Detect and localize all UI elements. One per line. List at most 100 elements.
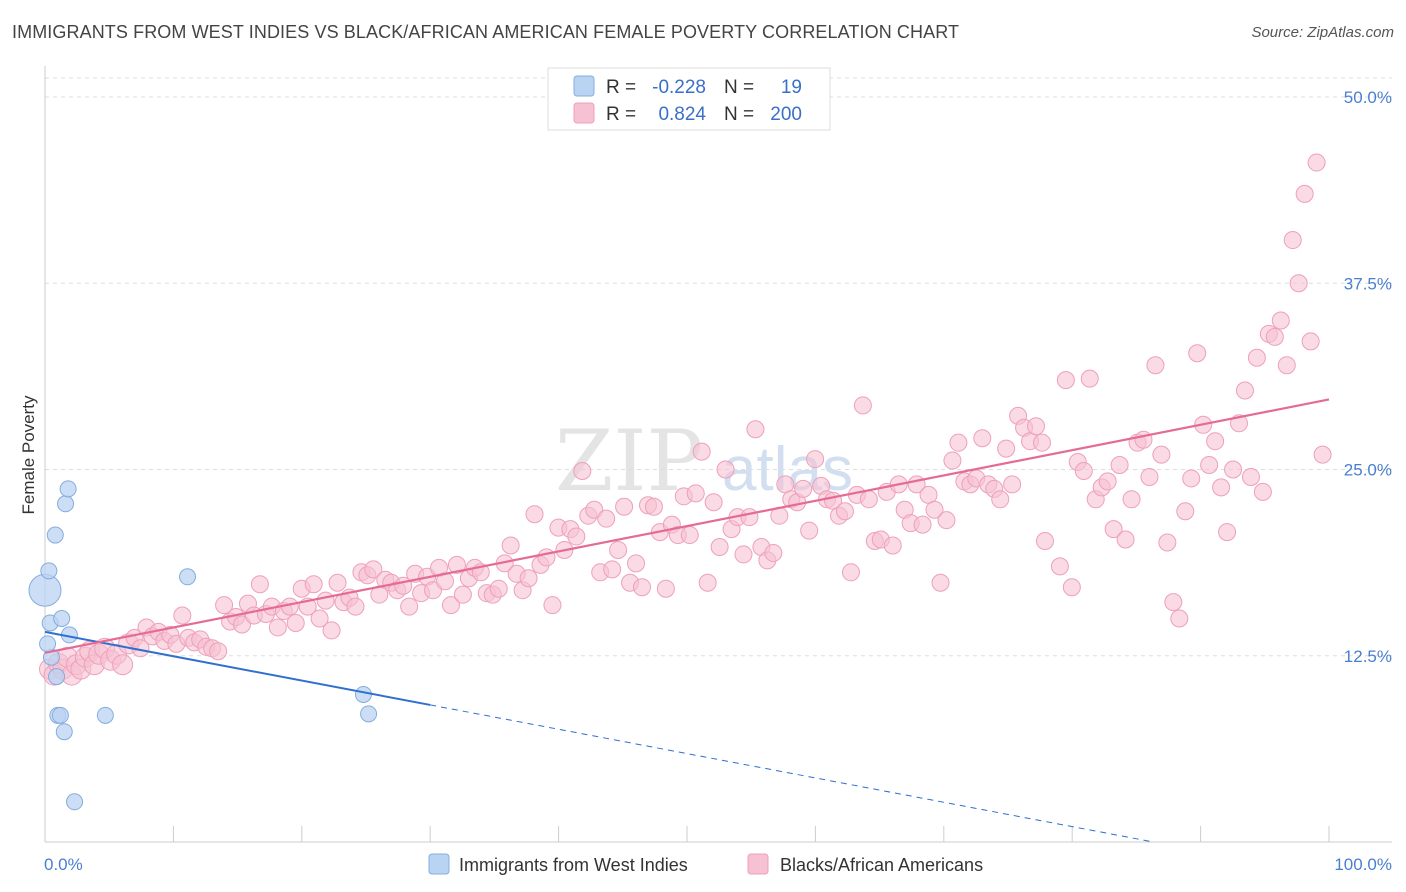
data-point-black-african bbox=[841, 563, 860, 582]
data-point-black-african bbox=[644, 497, 663, 516]
data-point-black-african bbox=[1289, 274, 1308, 293]
data-point-black-african bbox=[209, 642, 228, 661]
y-tick-label: 25.0% bbox=[1344, 461, 1392, 480]
data-point-black-african bbox=[800, 521, 819, 540]
data-point-black-african bbox=[1295, 184, 1314, 203]
stats-r-label-2: R = bbox=[606, 104, 636, 125]
data-point-black-african bbox=[704, 493, 723, 512]
data-point-black-african bbox=[1098, 472, 1117, 491]
data-point-black-african bbox=[328, 573, 347, 592]
data-point-black-african bbox=[519, 569, 538, 588]
data-point-black-african bbox=[1110, 456, 1129, 475]
trend-line-black-african bbox=[44, 398, 1330, 654]
data-point-black-african bbox=[1265, 327, 1284, 346]
grid-lines bbox=[45, 77, 1392, 657]
data-point-black-african bbox=[489, 579, 508, 598]
data-point-black-african bbox=[1283, 231, 1302, 250]
data-point-black-african bbox=[537, 548, 556, 567]
data-point-black-african bbox=[1247, 348, 1266, 367]
data-point-black-african bbox=[1146, 356, 1165, 375]
data-point-west-indies bbox=[354, 685, 372, 703]
stats-r-value-2: 0.824 bbox=[658, 104, 706, 125]
data-point-black-african bbox=[1188, 344, 1207, 363]
data-point-black-african bbox=[1253, 482, 1272, 501]
y-tick-label: 12.5% bbox=[1344, 647, 1392, 666]
stats-n-label-1: N = bbox=[724, 77, 754, 98]
data-point-black-african bbox=[883, 536, 902, 555]
y-tick-labels: 12.5% 25.0% 37.5% 50.0% bbox=[1344, 88, 1392, 666]
data-point-black-african bbox=[1050, 557, 1069, 576]
data-point-west-indies bbox=[46, 526, 64, 544]
data-point-black-african bbox=[716, 460, 735, 479]
stats-r-value-1: -0.228 bbox=[652, 77, 706, 98]
data-point-black-african bbox=[424, 581, 443, 600]
x-tick-label: 100.0% bbox=[1334, 855, 1392, 874]
data-point-black-african bbox=[173, 606, 192, 625]
y-axis-label: Female Poverty bbox=[19, 395, 38, 515]
data-point-black-african bbox=[1241, 467, 1260, 486]
data-point-black-african bbox=[609, 540, 628, 559]
data-point-black-african bbox=[1277, 356, 1296, 375]
data-point-black-african bbox=[633, 578, 651, 597]
data-point-black-african bbox=[1212, 478, 1231, 497]
stats-legend-box bbox=[547, 67, 831, 131]
data-point-black-african bbox=[1301, 332, 1320, 351]
data-point-black-african bbox=[400, 597, 419, 616]
data-point-black-african bbox=[1224, 460, 1243, 479]
data-point-black-african bbox=[322, 621, 341, 640]
stats-n-value-2: 200 bbox=[770, 104, 802, 125]
pink-series-points bbox=[38, 153, 1332, 686]
data-point-black-african bbox=[543, 596, 562, 615]
data-point-black-african bbox=[991, 490, 1010, 509]
data-point-black-african bbox=[997, 439, 1016, 458]
data-point-black-african bbox=[268, 618, 287, 637]
data-point-black-african bbox=[746, 420, 765, 439]
x-tick-label: 0.0% bbox=[44, 855, 83, 874]
data-point-black-african bbox=[853, 396, 872, 415]
data-point-black-african bbox=[680, 526, 699, 545]
data-point-black-african bbox=[692, 442, 711, 461]
y-tick-label: 50.0% bbox=[1344, 88, 1392, 107]
data-point-west-indies bbox=[179, 568, 197, 586]
data-point-black-african bbox=[1152, 445, 1171, 464]
chart-title: IMMIGRANTS FROM WEST INDIES VS BLACK/AFR… bbox=[12, 22, 960, 42]
data-point-black-african bbox=[931, 573, 950, 592]
data-point-black-african bbox=[835, 502, 854, 521]
data-point-black-african bbox=[597, 509, 616, 528]
data-point-black-african bbox=[1003, 475, 1022, 494]
bottom-legend: Immigrants from West Indies Blacks/Afric… bbox=[428, 853, 983, 875]
data-point-west-indies bbox=[40, 562, 58, 580]
stats-n-label-2: N = bbox=[724, 104, 754, 125]
data-point-black-african bbox=[1032, 433, 1051, 452]
data-point-black-african bbox=[441, 596, 460, 615]
data-point-west-indies bbox=[96, 706, 114, 724]
data-point-black-african bbox=[346, 597, 365, 616]
data-point-black-african bbox=[1080, 369, 1099, 388]
trend-line-west-indies bbox=[44, 630, 431, 706]
data-point-black-african bbox=[925, 500, 944, 519]
data-point-black-african bbox=[1158, 533, 1177, 552]
data-point-black-african bbox=[310, 609, 329, 628]
data-point-black-african bbox=[1140, 467, 1159, 486]
data-point-black-african bbox=[913, 515, 932, 534]
legend-label-black-african: Blacks/African Americans bbox=[780, 855, 983, 875]
data-point-black-african bbox=[1056, 371, 1075, 390]
data-point-black-african bbox=[1218, 523, 1237, 542]
data-point-west-indies bbox=[66, 793, 84, 811]
data-point-black-african bbox=[710, 537, 729, 556]
data-point-black-african bbox=[1035, 532, 1054, 551]
data-point-black-african bbox=[316, 591, 335, 610]
data-point-black-african bbox=[250, 575, 269, 594]
data-point-black-african bbox=[734, 545, 753, 564]
data-point-black-african bbox=[698, 573, 717, 592]
data-point-black-african bbox=[447, 555, 466, 574]
data-point-west-indies bbox=[28, 573, 62, 607]
y-tick-label: 37.5% bbox=[1344, 274, 1392, 293]
data-point-black-african bbox=[794, 479, 813, 498]
data-point-black-african bbox=[859, 490, 878, 509]
data-point-black-african bbox=[453, 585, 472, 604]
data-point-black-african bbox=[573, 461, 592, 480]
data-point-black-african bbox=[304, 575, 323, 594]
data-point-black-african bbox=[1134, 430, 1153, 449]
stats-r-label-1: R = bbox=[606, 77, 636, 98]
